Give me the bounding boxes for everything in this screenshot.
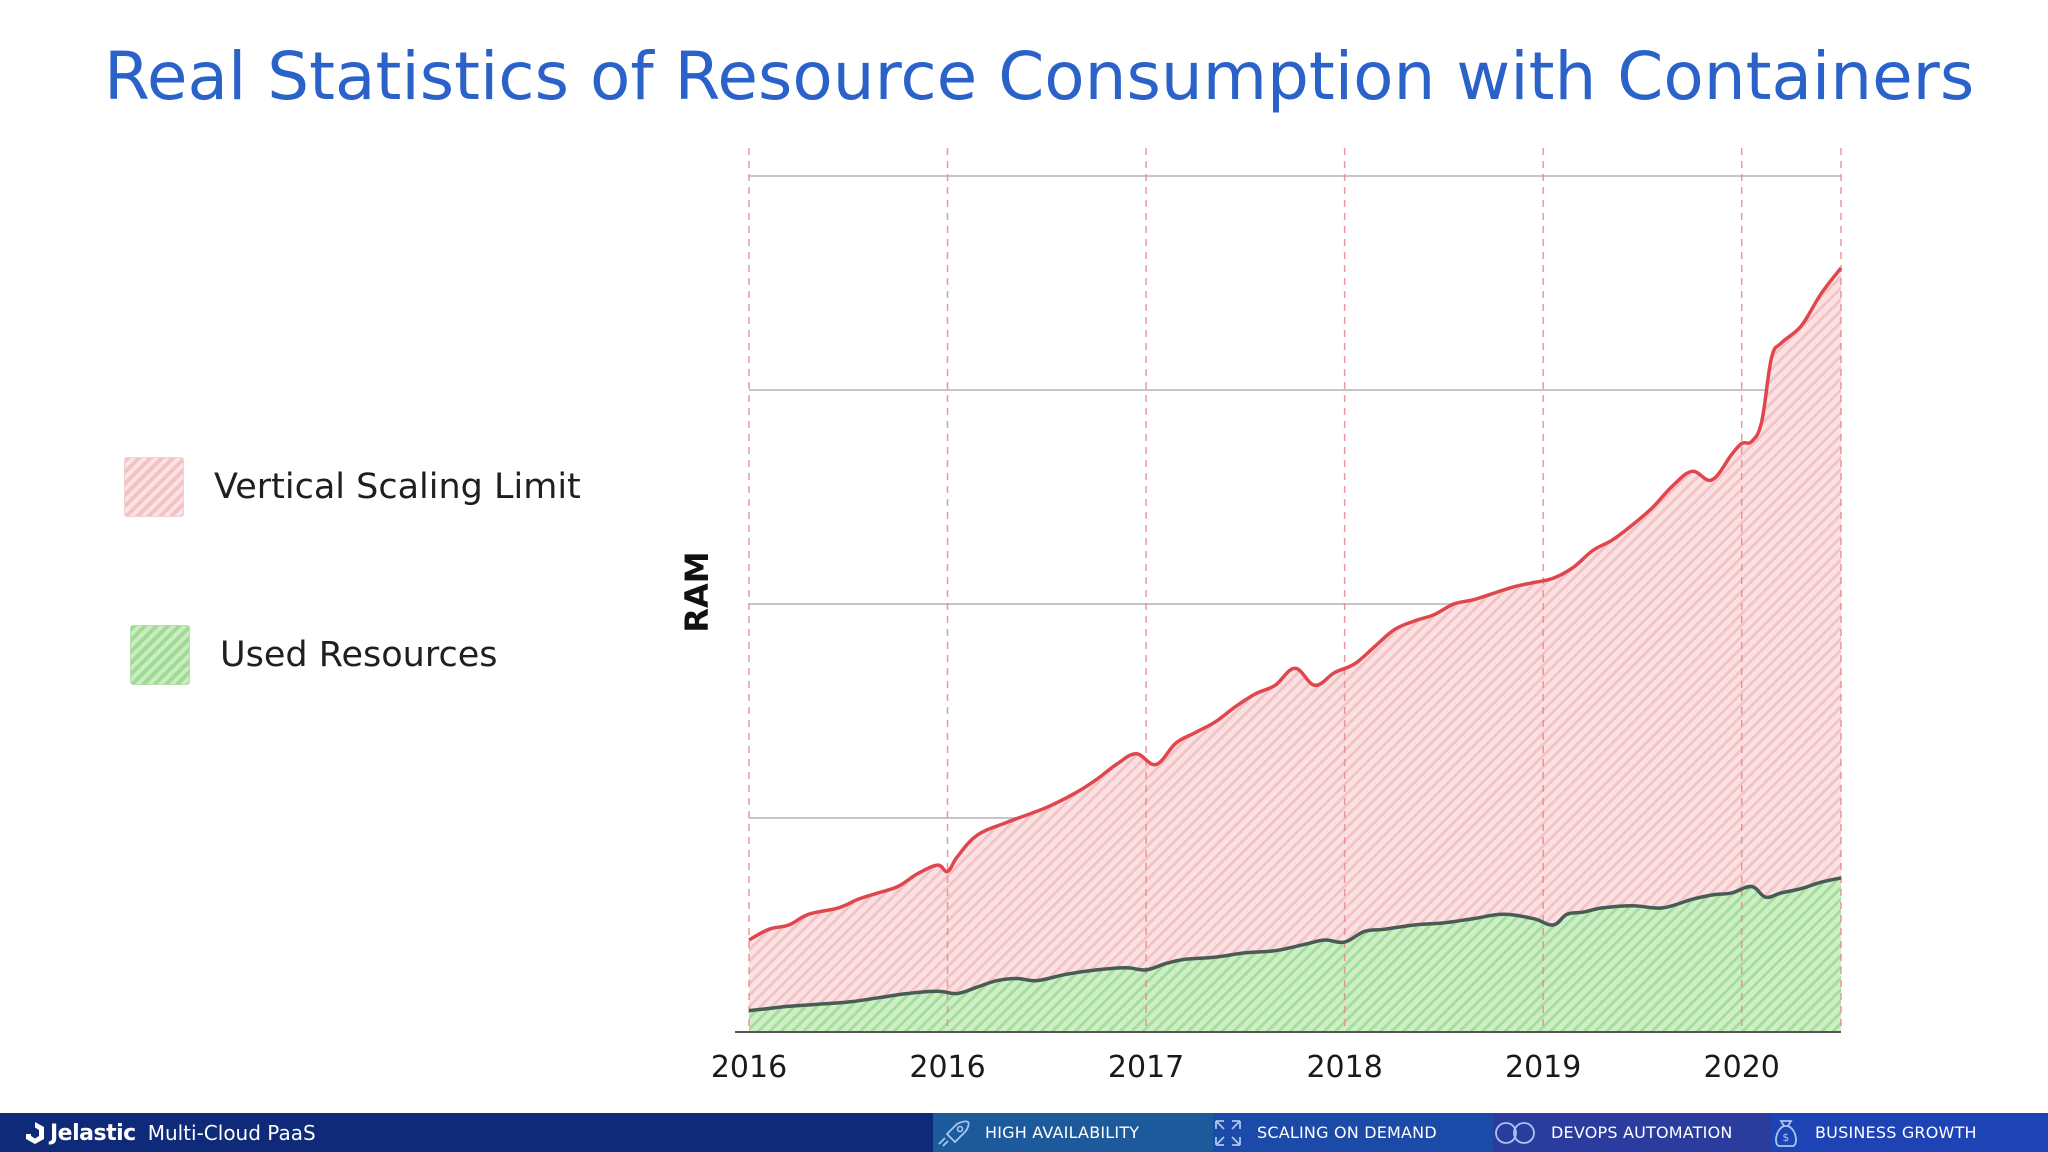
x-tick-label: 2016 <box>711 1050 787 1085</box>
jelastic-logo-icon <box>24 1121 46 1145</box>
infinity-icon <box>1493 1120 1537 1146</box>
money-bag-icon: $ <box>1771 1117 1801 1149</box>
tile-label: SCALING ON DEMAND <box>1257 1123 1437 1142</box>
tile-high-availability[interactable]: HIGH AVAILABILITY <box>933 1113 1213 1152</box>
scaling-arrows-icon <box>1213 1118 1243 1148</box>
tile-label: HIGH AVAILABILITY <box>985 1123 1139 1142</box>
jelastic-logo: Jelastic <box>24 1121 136 1146</box>
x-tick-label: 2016 <box>909 1050 985 1085</box>
chart-axes: 2016 2016 2017 2018 2019 2020 <box>711 1032 1841 1085</box>
brand-subtitle: Multi-Cloud PaaS <box>148 1121 316 1145</box>
tile-business-growth[interactable]: $ BUSINESS GROWTH <box>1771 1113 2048 1152</box>
tile-devops-automation[interactable]: DEVOPS AUTOMATION <box>1493 1113 1771 1152</box>
x-tick-label: 2019 <box>1505 1050 1581 1085</box>
chart-areas <box>749 268 1841 1032</box>
x-tick-label: 2020 <box>1704 1050 1780 1085</box>
y-axis-label: RAM <box>678 551 716 632</box>
brand[interactable]: Jelastic Multi-Cloud PaaS <box>24 1119 316 1147</box>
tile-label: DEVOPS AUTOMATION <box>1551 1123 1733 1142</box>
rocket-icon <box>933 1118 971 1148</box>
x-tick-label: 2017 <box>1108 1050 1184 1085</box>
svg-text:$: $ <box>1782 1131 1789 1144</box>
x-tick-label: 2018 <box>1306 1050 1382 1085</box>
footer-bar: Jelastic Multi-Cloud PaaS HIGH AVAILABIL… <box>0 1113 2048 1152</box>
ram-area-chart: 2016 2016 2017 2018 2019 2020 RAM <box>0 0 2048 1113</box>
brand-name: Jelastic <box>50 1121 136 1146</box>
tile-label: BUSINESS GROWTH <box>1815 1123 1977 1142</box>
tile-scaling-on-demand[interactable]: SCALING ON DEMAND <box>1213 1113 1493 1152</box>
